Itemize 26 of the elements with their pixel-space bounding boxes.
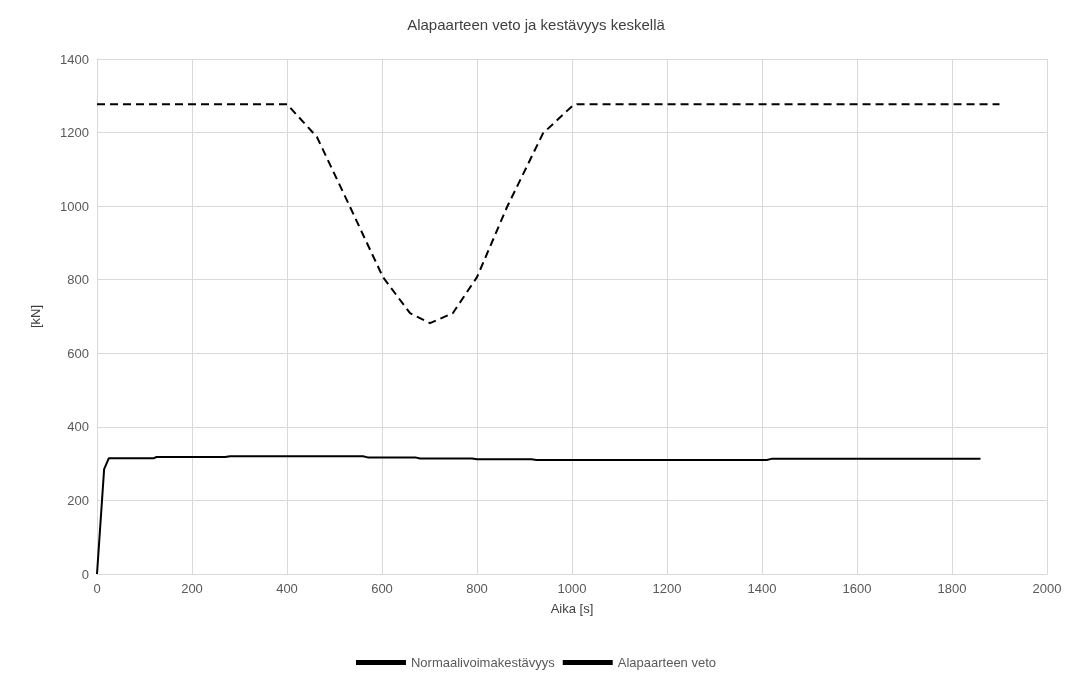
line-series (96, 455, 982, 575)
y-axis-title: [kN] (28, 304, 43, 329)
x-tick-label: 1600 (842, 581, 872, 596)
x-tick-label: 1400 (747, 581, 777, 596)
y-tick-label: 1200 (60, 125, 89, 141)
y-tick-label: 200 (67, 492, 89, 508)
x-tick-label: 1200 (652, 581, 682, 596)
x-tick-label: 0 (93, 581, 101, 596)
x-tick-label: 800 (466, 581, 488, 596)
y-tick-label: 0 (81, 566, 89, 582)
y-tick-label: 400 (67, 419, 89, 435)
x-tick-label: 200 (181, 581, 203, 596)
x-tick-label: 400 (276, 581, 298, 596)
legend-label: Normaalivoimakestävyys (410, 655, 556, 670)
x-tick-label: 2000 (1032, 581, 1062, 596)
x-tick-label: 1800 (937, 581, 967, 596)
y-tick-label: 1400 (60, 51, 89, 67)
x-axis-title: Aika [s] (550, 601, 594, 616)
x-tick-label: 1000 (557, 581, 587, 596)
legend-label: Alapaarteen veto (617, 655, 717, 670)
line-series (96, 103, 1001, 325)
chart-title: Alapaarteen veto ja kestävyys keskellä (407, 16, 666, 33)
y-tick-label: 1000 (60, 198, 89, 214)
y-tick-label: 800 (67, 272, 89, 288)
x-tick-label: 600 (371, 581, 393, 596)
y-tick-label: 600 (67, 345, 89, 361)
